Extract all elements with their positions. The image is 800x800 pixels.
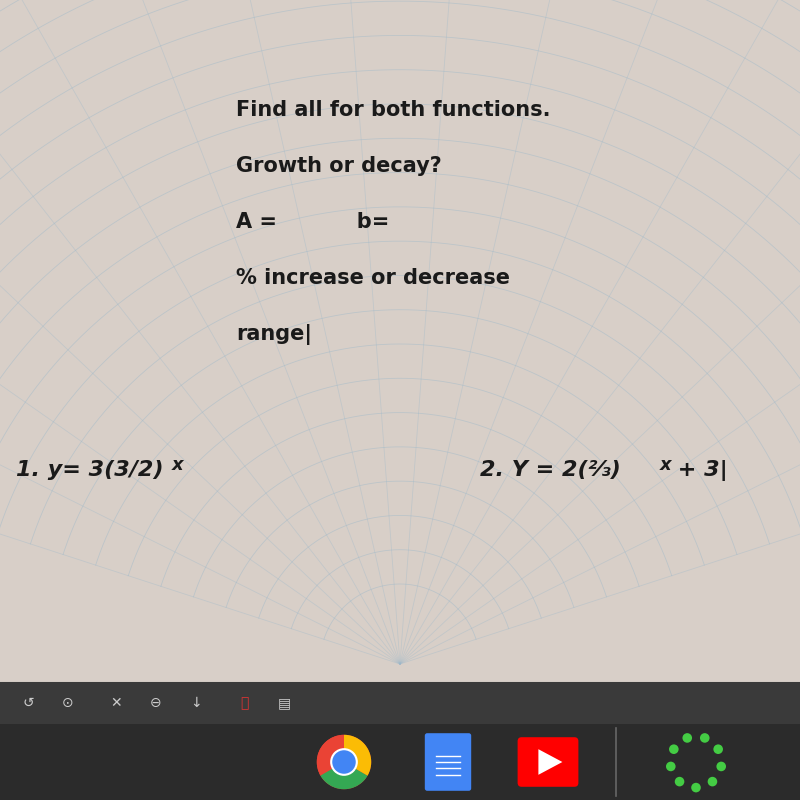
Polygon shape	[321, 762, 367, 789]
Polygon shape	[344, 734, 371, 776]
Text: ⊙: ⊙	[62, 696, 74, 710]
Polygon shape	[538, 749, 562, 774]
Circle shape	[717, 762, 726, 771]
Text: x: x	[660, 456, 672, 474]
Text: x: x	[172, 456, 184, 474]
Text: % increase or decrease: % increase or decrease	[236, 268, 510, 288]
Circle shape	[331, 749, 357, 774]
Text: Find all for both functions.: Find all for both functions.	[236, 100, 550, 120]
Circle shape	[666, 762, 675, 771]
Circle shape	[674, 777, 684, 786]
Text: ▤: ▤	[278, 696, 290, 710]
Text: 1. y= 3(3/2): 1. y= 3(3/2)	[16, 460, 163, 480]
Text: + 3|: + 3|	[670, 460, 728, 481]
FancyBboxPatch shape	[518, 738, 578, 787]
Text: ↺: ↺	[22, 696, 34, 710]
Bar	[0, 724, 800, 800]
Circle shape	[682, 733, 692, 742]
Circle shape	[708, 777, 718, 786]
Text: range|: range|	[236, 324, 312, 345]
Bar	[0, 682, 800, 724]
Text: ⊖: ⊖	[150, 696, 162, 710]
Circle shape	[669, 744, 678, 754]
Circle shape	[317, 734, 371, 789]
Text: ↓: ↓	[190, 696, 202, 710]
Text: 🗑: 🗑	[240, 696, 248, 710]
Text: Growth or decay?: Growth or decay?	[236, 156, 442, 176]
Polygon shape	[317, 734, 344, 776]
FancyBboxPatch shape	[425, 733, 471, 790]
Circle shape	[714, 744, 723, 754]
Text: ✕: ✕	[110, 696, 122, 710]
Circle shape	[691, 782, 701, 792]
Text: A =           b=: A = b=	[236, 212, 390, 232]
Text: 2. Y = 2(⅔): 2. Y = 2(⅔)	[480, 460, 621, 480]
Circle shape	[700, 733, 710, 742]
